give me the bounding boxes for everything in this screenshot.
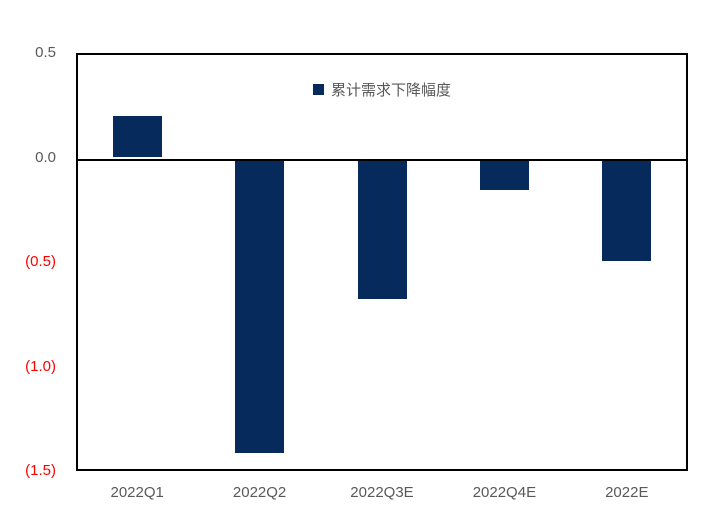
bar-2022Q3E: [357, 158, 407, 299]
bar-2022E: [602, 158, 652, 261]
legend-square-marker-icon: [312, 84, 324, 95]
x-tick-label-2022Q2: 2022Q2: [232, 484, 287, 501]
y-tick-label-neg1.0neg: (1.0): [25, 357, 56, 375]
legend-label: 累计需求下降幅度: [330, 82, 452, 99]
y-tick-label-0.0: 0.0: [35, 148, 56, 166]
zero-axis-line: [78, 158, 686, 161]
y-tick-label-neg0.5neg: (0.5): [25, 253, 56, 270]
legend: 累计需求下降幅度: [312, 79, 452, 100]
bar-2022Q1: [112, 115, 162, 158]
x-tick-label-2022E: 2022E: [605, 484, 649, 501]
bar-2022Q2: [235, 158, 285, 454]
bar-2022Q4E: [479, 158, 529, 190]
x-tick-label-2022Q3E: 2022Q3E: [350, 484, 414, 501]
y-tick-label-neg1.5neg: (1.5): [25, 462, 56, 479]
x-tick-label-2022Q4E: 2022Q4E: [472, 484, 537, 501]
plot-area: 累计需求下降幅度: [76, 53, 688, 471]
y-tick-label-0.5: 0.5: [35, 44, 56, 61]
x-tick-label-2022Q1: 2022Q1: [110, 484, 164, 501]
